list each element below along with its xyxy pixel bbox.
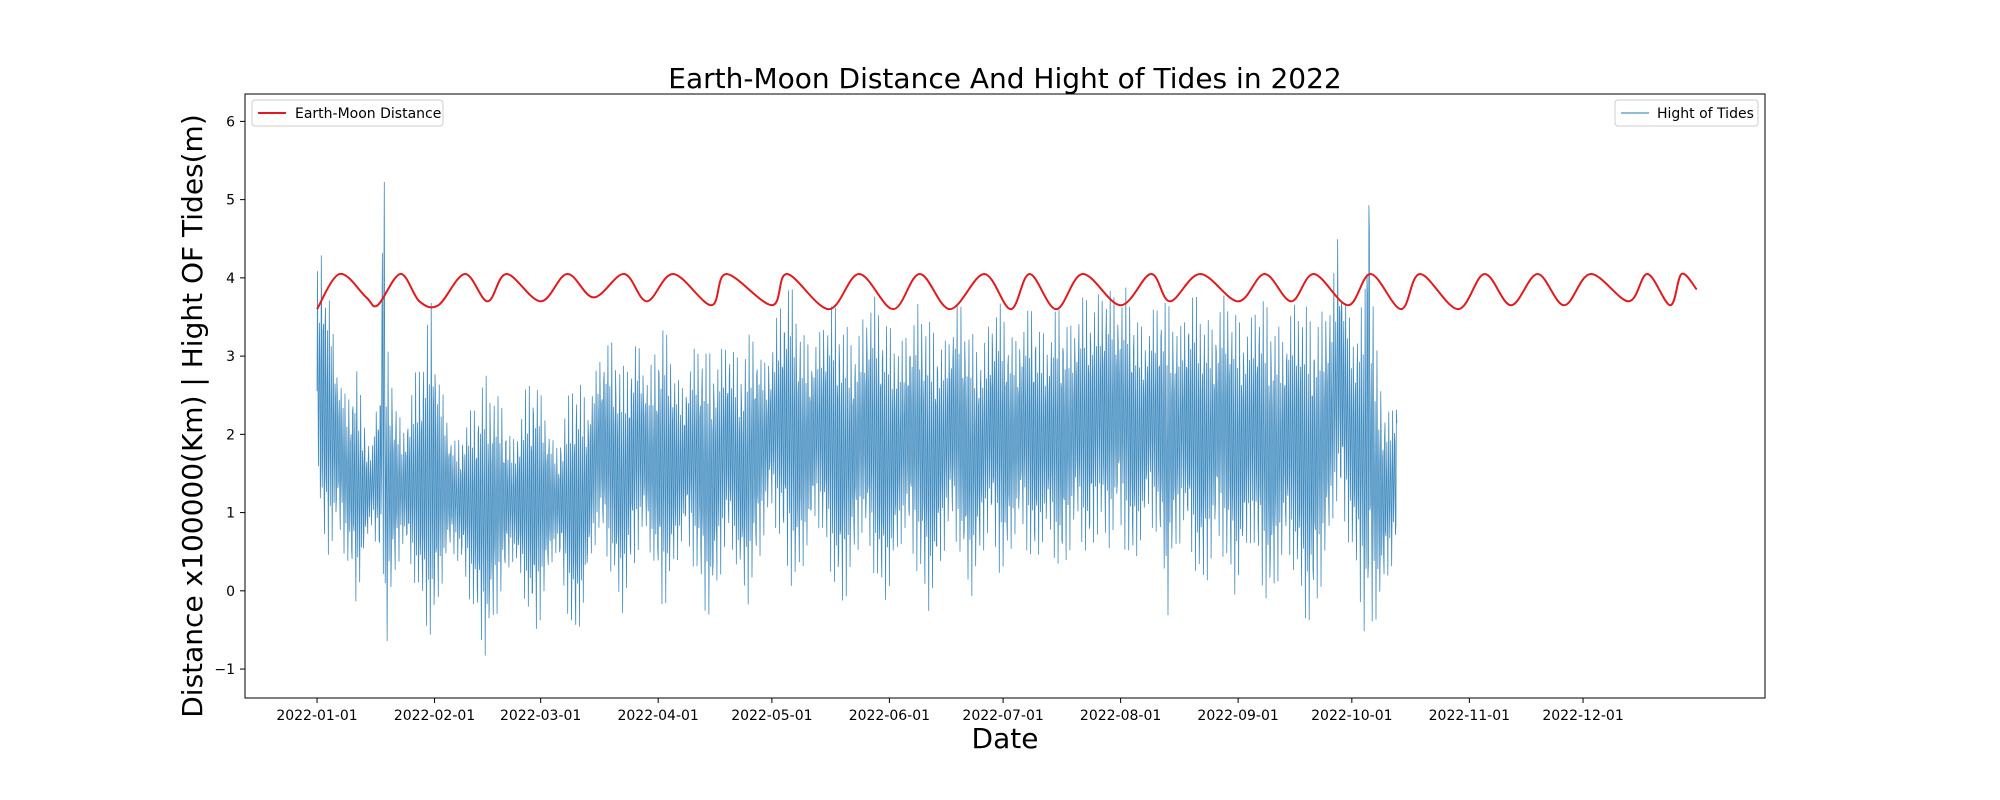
legend-box [251, 99, 444, 127]
y-tick-label: 6 [226, 114, 235, 130]
x-tick-label: 2022-08-01 [1080, 708, 1161, 724]
y-tick-label: 5 [226, 193, 235, 209]
x-tick-label: 2022-05-01 [731, 708, 812, 724]
x-axis-label: Date [972, 722, 1039, 755]
legend-label-tides: Hight of Tides [1657, 106, 1754, 122]
x-tick-label: 2022-09-01 [1197, 708, 1278, 724]
chart-title: Earth-Moon Distance And Hight of Tides i… [668, 62, 1341, 95]
x-tick-label: 2022-12-01 [1542, 708, 1623, 724]
legend-earth-moon-distance: Earth-Moon Distance [251, 99, 444, 127]
series-earth-moon-distance [316, 272, 1698, 311]
plot-area [316, 181, 1698, 656]
x-tick-label: 2022-10-01 [1311, 708, 1392, 724]
y-tick-label: 0 [226, 584, 235, 600]
y-tick-label: 1 [226, 506, 235, 522]
y-tick-label: −1 [214, 662, 235, 678]
x-tick-label: 2022-02-01 [394, 708, 475, 724]
series-hight-of-tides [316, 181, 1398, 656]
x-tick-label: 2022-06-01 [849, 708, 930, 724]
y-tick-label: 2 [226, 427, 235, 443]
x-tick-label: 2022-03-01 [500, 708, 581, 724]
x-tick-label: 2022-07-01 [962, 708, 1043, 724]
x-tick-label: 2022-01-01 [276, 708, 357, 724]
legend-hight-of-tides: Hight of Tides [1614, 99, 1759, 127]
legend-label-distance: Earth-Moon Distance [295, 106, 441, 122]
x-tick-label: 2022-11-01 [1429, 708, 1510, 724]
x-tick-label: 2022-04-01 [617, 708, 698, 724]
y-axis-label: Distance x100000(Km) | Hight OF Tides(m) [176, 114, 209, 718]
tides-line [316, 181, 1398, 656]
y-tick-label: 3 [226, 349, 235, 365]
legend-box [1614, 99, 1759, 127]
plot-frame [244, 93, 1766, 699]
x-axis-ticks: 2022-01-01 2022-02-01 2022-03-01 2022-04-01… [276, 698, 1624, 724]
y-axis-ticks: −1 0 1 2 3 4 5 6 [214, 114, 245, 678]
y-tick-label: 4 [226, 271, 235, 287]
